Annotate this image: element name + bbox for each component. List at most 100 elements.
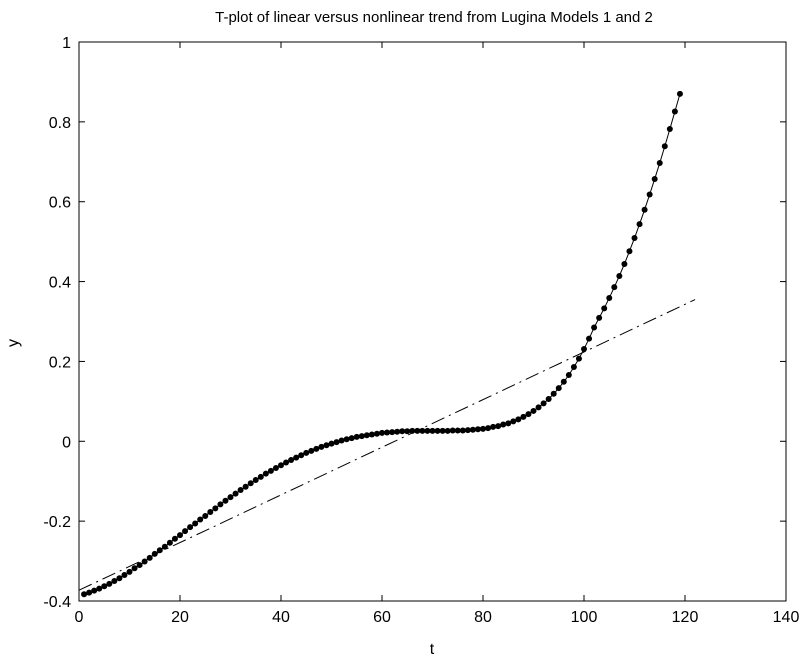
data-point — [293, 454, 300, 461]
data-point — [182, 528, 189, 535]
data-point — [232, 490, 239, 497]
data-point — [192, 520, 199, 527]
data-point — [202, 512, 209, 519]
data-point — [328, 440, 335, 447]
data-point — [581, 346, 587, 353]
data-point — [495, 423, 502, 430]
x-tick-label: 0 — [75, 609, 84, 626]
data-point — [500, 421, 507, 428]
data-point — [520, 413, 527, 420]
x-tick-label: 80 — [474, 609, 492, 626]
data-point — [212, 505, 219, 512]
chart-title: T-plot of linear versus nonlinear trend … — [215, 9, 653, 26]
data-point — [86, 589, 93, 596]
data-point — [252, 477, 259, 484]
data-point — [636, 221, 643, 228]
data-point — [474, 426, 481, 433]
data-point — [439, 427, 446, 434]
data-point — [368, 431, 375, 438]
data-point — [485, 425, 492, 432]
data-point — [449, 427, 456, 434]
data-point — [166, 539, 173, 546]
data-point — [525, 411, 532, 418]
data-point — [530, 407, 537, 414]
data-point — [459, 427, 466, 434]
data-point — [555, 385, 562, 392]
data-point — [353, 433, 360, 440]
data-point — [227, 494, 234, 501]
data-point — [131, 565, 138, 572]
data-point — [96, 585, 103, 592]
data-point — [616, 272, 623, 279]
data-point — [661, 143, 668, 150]
data-point — [444, 427, 451, 434]
data-point — [490, 423, 497, 430]
y-tick-label: -0.4 — [43, 594, 71, 611]
data-point — [318, 443, 325, 450]
data-point — [424, 427, 431, 434]
data-point — [565, 372, 572, 379]
data-point — [646, 191, 653, 198]
x-tick-label: 60 — [373, 609, 391, 626]
data-point — [313, 445, 320, 452]
data-point — [91, 587, 98, 594]
data-point — [434, 427, 441, 434]
data-point — [187, 524, 194, 531]
data-point — [505, 420, 512, 427]
data-point — [288, 457, 295, 464]
axes: 0 20 40 60 80 100 120 140 -0.4 -0.2 0 0.2 0.4 0.6 0.8 1 — [43, 35, 799, 626]
data-point — [111, 578, 118, 585]
data-point — [480, 425, 486, 432]
data-point — [283, 459, 290, 466]
data-point — [267, 467, 274, 474]
x-tick-label: 140 — [773, 609, 800, 626]
data-point — [535, 404, 542, 411]
data-point — [399, 428, 406, 435]
data-point — [550, 390, 557, 397]
data-point — [343, 436, 350, 443]
x-tick-label: 20 — [171, 609, 189, 626]
data-point — [560, 378, 567, 385]
y-tick-label: 0.4 — [49, 275, 71, 292]
data-point — [308, 447, 315, 454]
data-point — [611, 284, 618, 291]
data-point — [621, 261, 628, 268]
data-point — [348, 435, 355, 442]
data-point — [278, 462, 284, 469]
data-point — [570, 364, 577, 371]
data-point — [81, 591, 88, 598]
data-point — [591, 324, 598, 331]
data-point — [510, 418, 517, 425]
data-point — [171, 535, 178, 542]
data-point — [272, 465, 279, 472]
data-point — [136, 562, 143, 569]
data-point — [303, 449, 310, 456]
data-point — [338, 437, 345, 444]
data-point — [631, 235, 638, 242]
data-point — [394, 428, 401, 435]
data-point — [358, 433, 365, 440]
data-point — [540, 400, 547, 407]
data-point — [333, 439, 340, 446]
data-point — [242, 483, 249, 490]
data-point — [121, 572, 128, 579]
data-point — [217, 501, 224, 508]
y-tick-label: 0.2 — [49, 354, 71, 371]
x-tick-label: 40 — [272, 609, 290, 626]
x-tick-label: 100 — [571, 609, 598, 626]
data-point — [515, 416, 522, 423]
data-point — [116, 575, 123, 582]
data-point — [626, 248, 633, 255]
data-point — [671, 108, 678, 115]
linear-trend-line — [78, 299, 696, 591]
y-tick-label: -0.2 — [43, 514, 71, 531]
data-point — [207, 508, 214, 515]
y-tick-label: 0.8 — [49, 115, 71, 132]
data-point — [656, 159, 663, 166]
data-point — [676, 90, 683, 97]
data-point — [469, 426, 476, 433]
data-point — [575, 355, 582, 362]
data-point — [379, 429, 385, 436]
